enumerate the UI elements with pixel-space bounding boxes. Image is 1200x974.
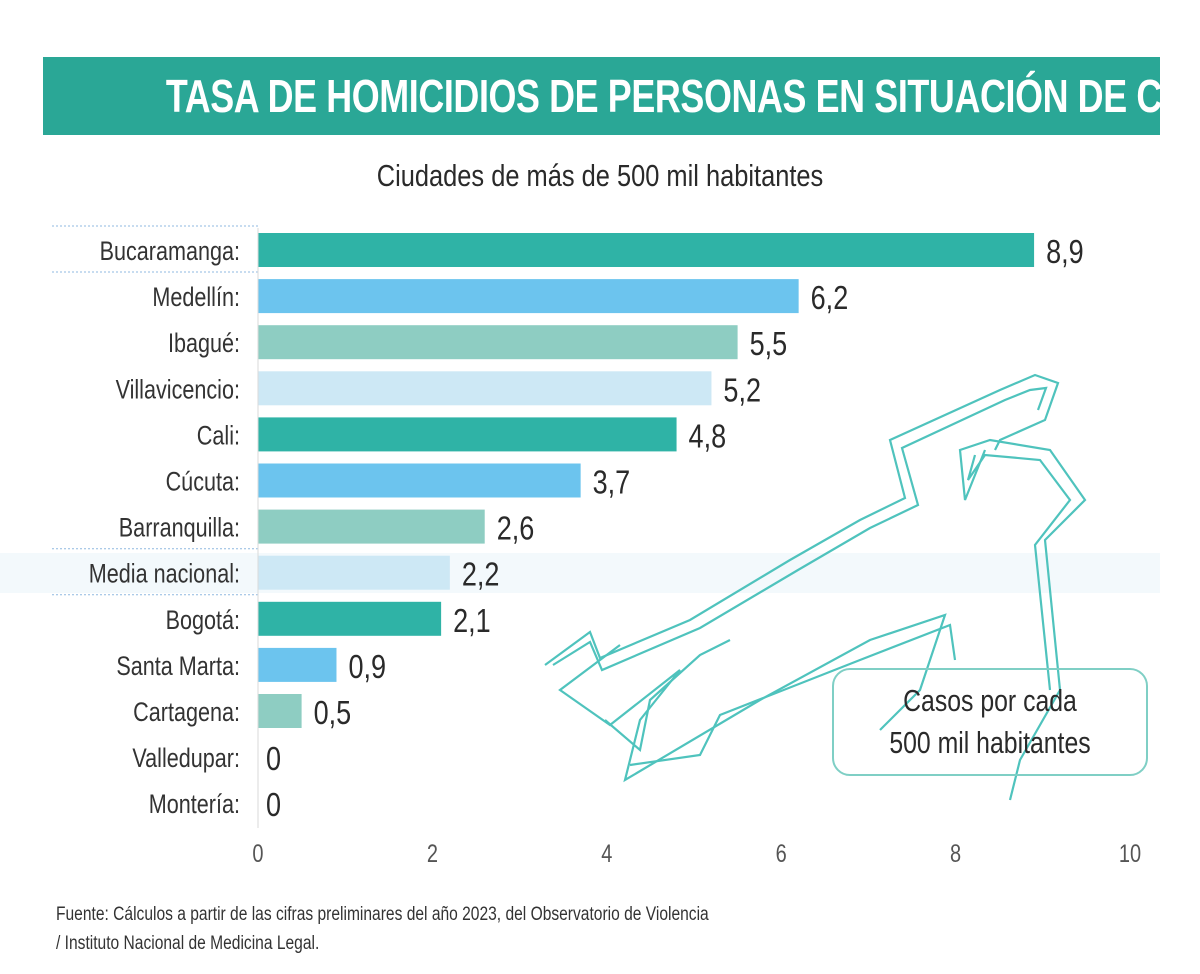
- legend-line-2: 500 mil habitantes: [889, 725, 1091, 760]
- category-label: Bogotá:: [166, 606, 240, 636]
- bar: [258, 279, 799, 314]
- category-label: Barranquilla:: [119, 513, 240, 543]
- source-line-2: / Instituto Nacional de Medicina Legal.: [56, 933, 320, 954]
- category-label: Villavicencio:: [116, 375, 240, 405]
- bar: [258, 463, 581, 498]
- source-line-1: Fuente: Cálculos a partir de las cifras …: [56, 904, 709, 925]
- bar: [258, 647, 337, 682]
- category-label: Cúcuta:: [166, 467, 240, 497]
- bar: [258, 601, 442, 636]
- value-label: 6,2: [811, 281, 849, 317]
- value-label: 5,5: [750, 327, 788, 363]
- bar: [258, 555, 450, 590]
- bar: [258, 694, 302, 728]
- value-label: 0,5: [314, 696, 352, 732]
- value-label: 0: [266, 788, 281, 824]
- value-label: 2,1: [453, 603, 491, 639]
- x-tick-label: 6: [776, 840, 787, 868]
- bar: [258, 371, 712, 406]
- chart-subtitle: Ciudades de más de 500 mil habitantes: [376, 158, 824, 193]
- value-label: 5,2: [723, 373, 761, 409]
- category-label: Bucaramanga:: [100, 237, 240, 267]
- title-bar: TASA DE HOMICIDIOS DE PERSONAS EN SITUAC…: [43, 57, 1200, 135]
- category-label: Medellín:: [152, 283, 240, 313]
- value-label: 4,8: [689, 419, 727, 455]
- category-label: Santa Marta:: [116, 652, 240, 682]
- body-outline-illustration: [544, 373, 1087, 801]
- category-label: Cali:: [197, 421, 240, 451]
- bar: [258, 233, 1035, 267]
- legend-text: Casos por cada 500 mil habitantes: [865, 680, 1115, 764]
- x-tick-label: 0: [252, 840, 263, 868]
- category-label: Valledupar:: [132, 744, 240, 774]
- x-tick-label: 10: [1119, 840, 1141, 868]
- bar: [258, 325, 738, 360]
- value-label: 0: [266, 742, 281, 778]
- x-tick-label: 8: [950, 840, 961, 868]
- bar: [258, 509, 485, 544]
- value-label: 2,2: [462, 557, 500, 593]
- chart-title: TASA DE HOMICIDIOS DE PERSONAS EN SITUAC…: [165, 70, 1200, 122]
- category-label: Cartagena:: [133, 698, 240, 728]
- source-note: Fuente: Cálculos a partir de las cifras …: [56, 900, 1122, 958]
- value-label: 2,6: [497, 511, 535, 547]
- x-tick-label: 2: [427, 840, 438, 868]
- value-label: 3,7: [593, 465, 631, 501]
- category-label: Montería:: [149, 790, 240, 820]
- category-label: Ibagué:: [168, 329, 240, 359]
- bar: [258, 417, 677, 452]
- national-average-band: [0, 553, 1160, 593]
- category-label: Media nacional:: [89, 560, 240, 590]
- value-label: 0,9: [348, 649, 386, 685]
- value-label: 8,9: [1046, 235, 1084, 271]
- legend-line-1: Casos por cada: [903, 683, 1077, 718]
- x-tick-label: 4: [601, 840, 612, 868]
- legend-box: Casos por cada 500 mil habitantes: [832, 668, 1148, 776]
